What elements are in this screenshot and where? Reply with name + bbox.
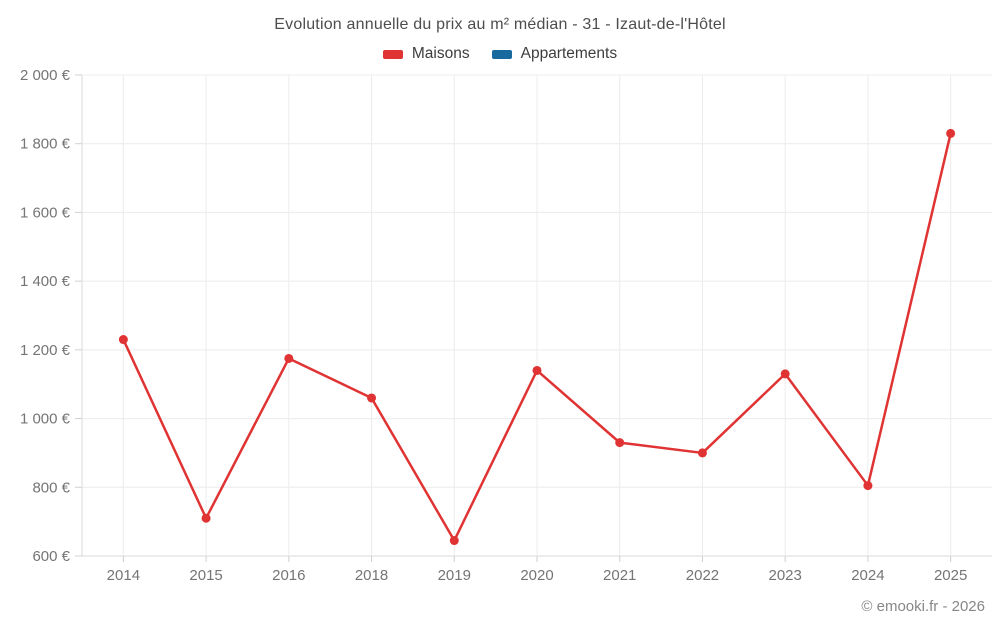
y-tick-label: 1 400 €: [20, 273, 71, 290]
chart-legend: Maisons Appartements: [0, 45, 1000, 63]
x-tick-label: 2023: [768, 567, 801, 584]
data-point-maisons-2014: [118, 335, 128, 345]
chart-title: Evolution annuelle du prix au m² médian …: [274, 16, 726, 33]
data-point-maisons-2022: [697, 448, 707, 458]
legend-item-maisons[interactable]: Maisons: [382, 45, 470, 63]
y-tick-label: 1 200 €: [20, 342, 71, 359]
x-tick-label: 2014: [107, 567, 140, 584]
maisons-swatch-icon: [382, 49, 403, 59]
appartements-swatch-icon: [491, 49, 512, 59]
legend-label-appartements: Appartements: [520, 45, 618, 62]
x-tick-label: 2025: [934, 567, 967, 584]
x-tick-label: 2022: [686, 567, 719, 584]
x-tick-label: 2021: [603, 567, 636, 584]
copyright-footer: © emooki.fr - 2026: [861, 598, 985, 615]
data-point-maisons-2020: [532, 365, 542, 375]
data-point-maisons-2025: [946, 128, 956, 138]
y-tick-label: 600 €: [32, 548, 70, 565]
x-tick-label: 2016: [272, 567, 305, 584]
y-tick-label: 1 600 €: [20, 204, 71, 221]
x-tick-label: 2018: [355, 567, 388, 584]
legend-item-appartements[interactable]: Appartements: [491, 45, 618, 63]
data-point-maisons-2023: [780, 369, 790, 379]
legend-label-maisons: Maisons: [411, 45, 470, 62]
data-point-maisons-2016: [284, 353, 294, 363]
data-point-maisons-2021: [615, 438, 625, 448]
y-tick-label: 2 000 €: [20, 67, 71, 84]
y-tick-label: 1 000 €: [20, 411, 71, 428]
data-point-maisons-2015: [201, 513, 211, 523]
x-tick-label: 2019: [438, 567, 471, 584]
y-tick-label: 1 800 €: [20, 136, 71, 153]
data-point-maisons-2024: [863, 481, 873, 491]
data-point-maisons-2018: [367, 393, 377, 403]
data-point-maisons-2019: [449, 536, 459, 546]
x-tick-label: 2020: [520, 567, 553, 584]
x-tick-label: 2015: [189, 567, 222, 584]
y-tick-label: 800 €: [32, 479, 70, 496]
x-tick-label: 2024: [851, 567, 884, 584]
